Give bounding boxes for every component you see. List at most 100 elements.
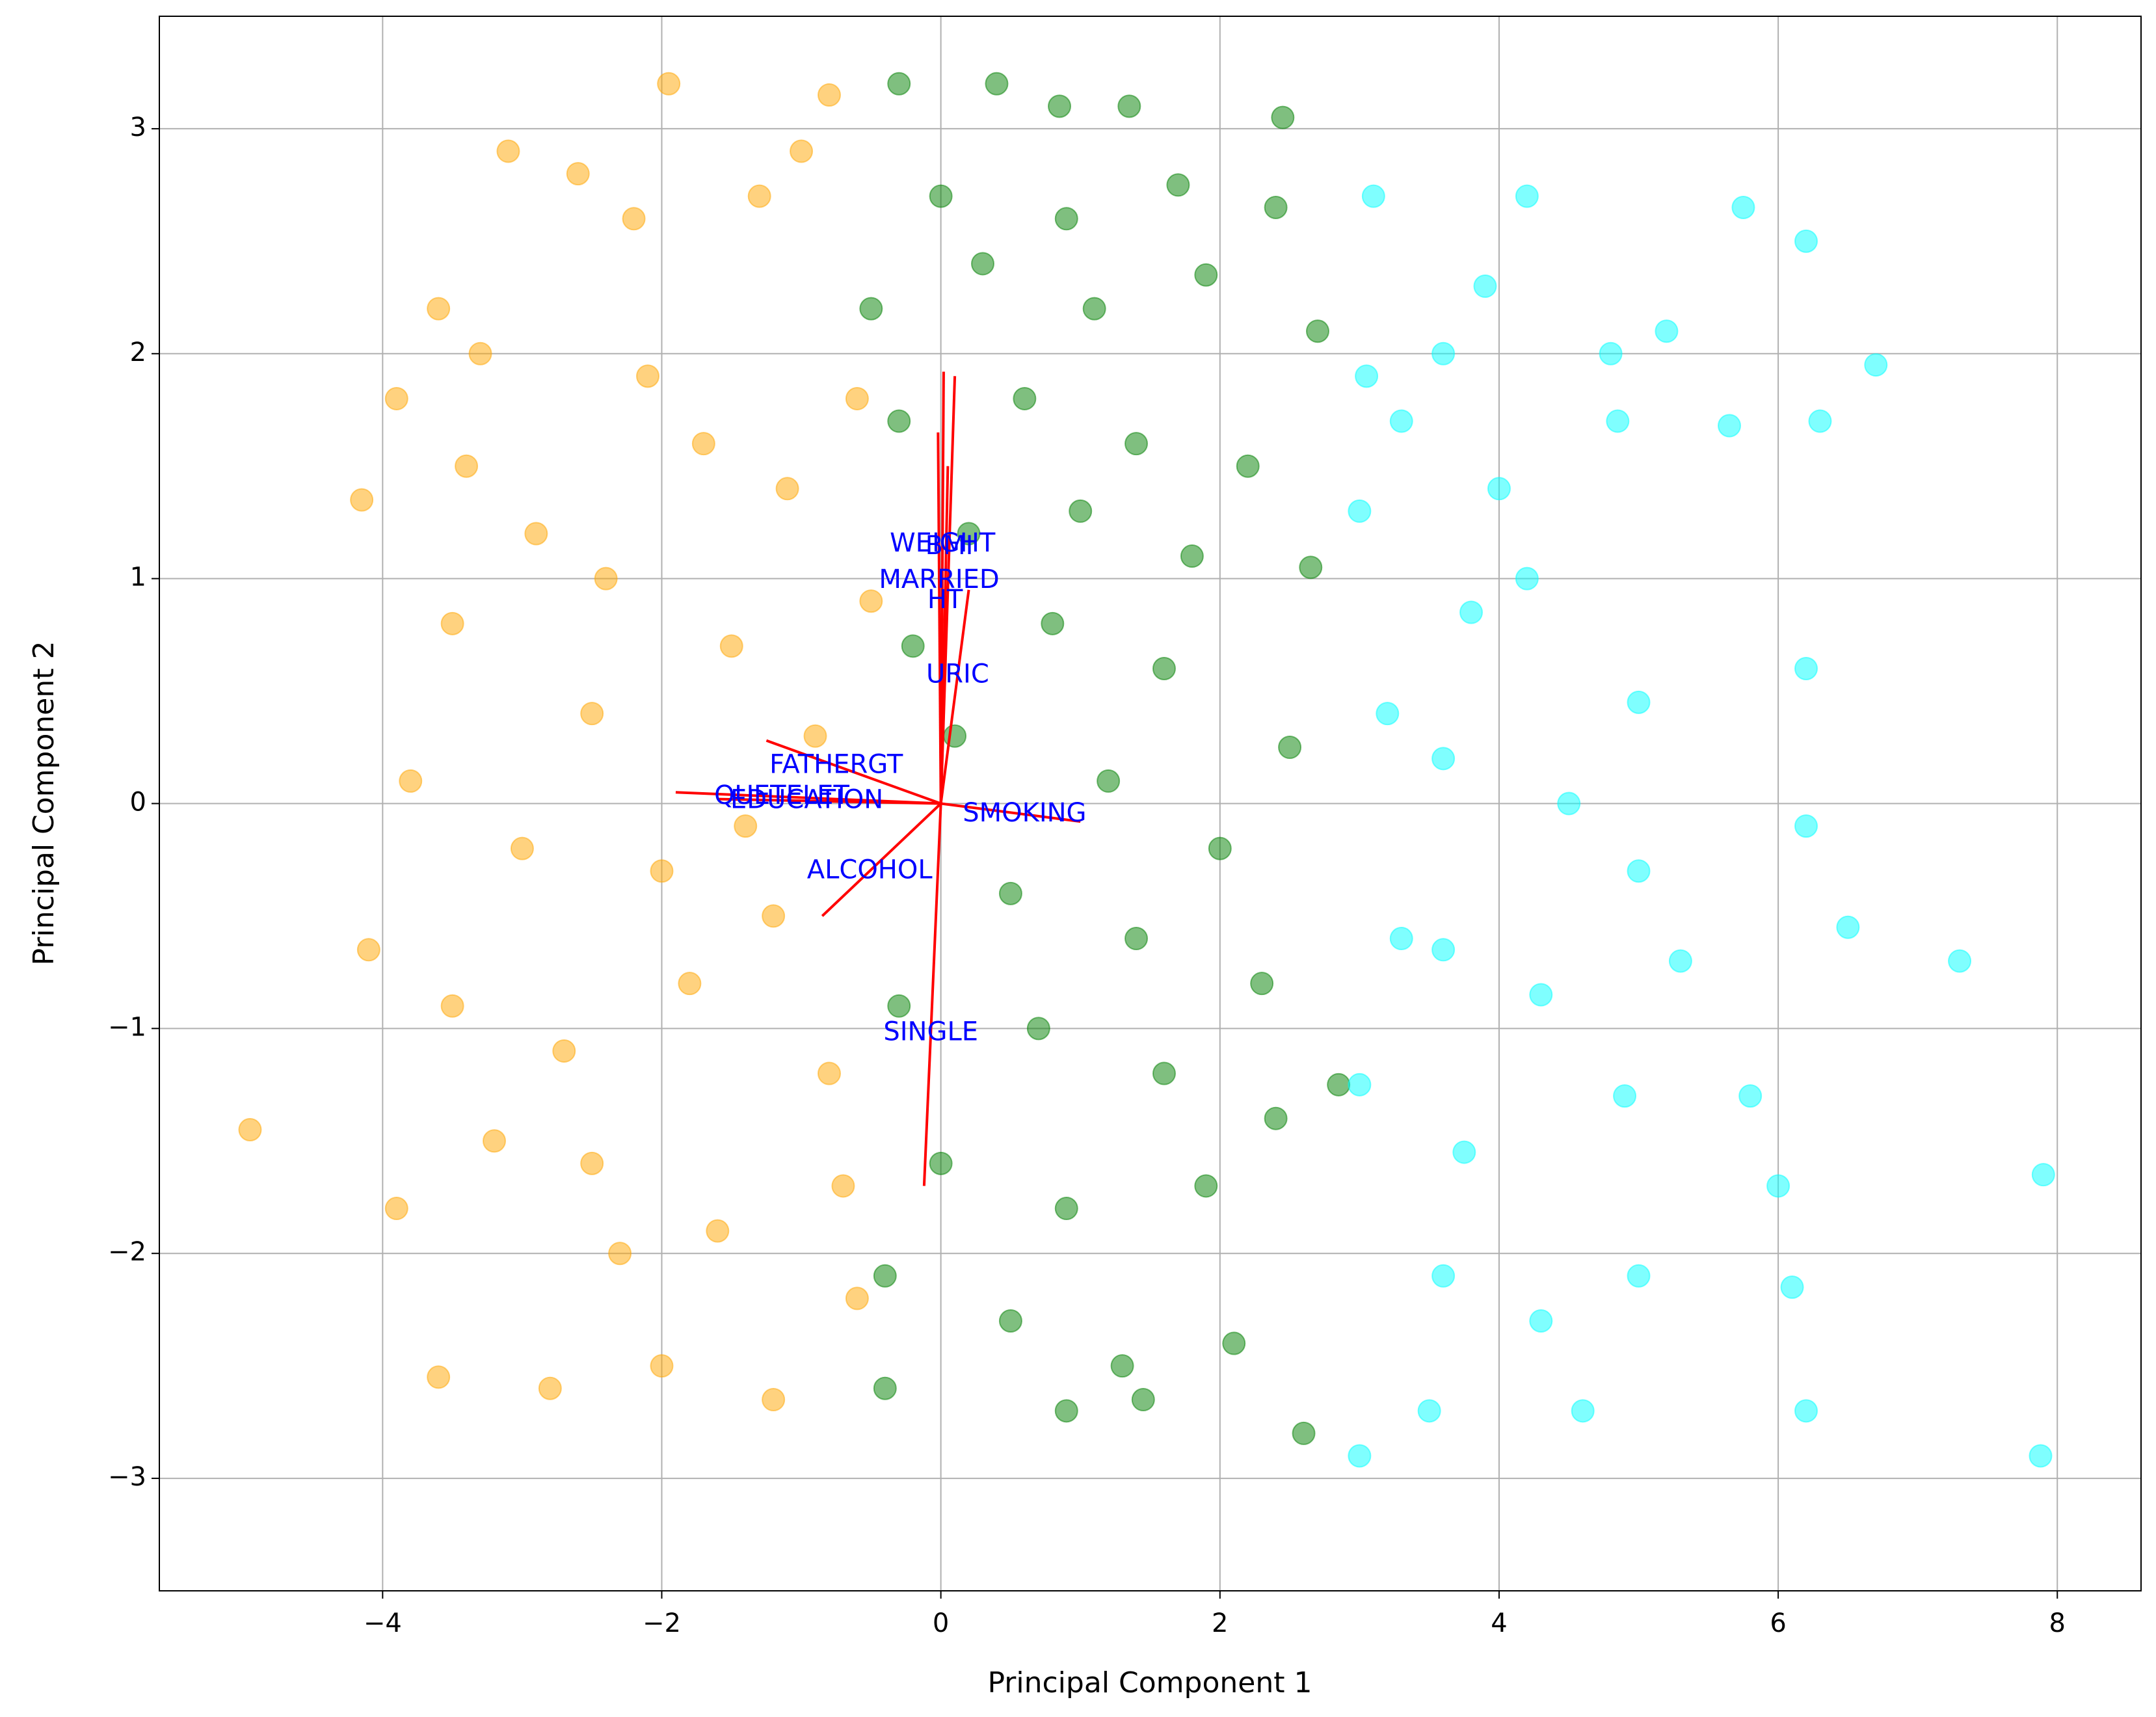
- point: [1627, 690, 1651, 714]
- point: [734, 814, 758, 838]
- x-tick-label: 2: [1212, 1608, 1228, 1638]
- point: [1717, 414, 1741, 438]
- point: [1152, 1061, 1176, 1085]
- x-tick-label: 4: [1491, 1608, 1507, 1638]
- point: [1571, 1399, 1595, 1423]
- point: [427, 297, 451, 321]
- loading-arrow: [765, 739, 942, 805]
- loading-label: MARRIED: [879, 565, 999, 594]
- point: [1117, 94, 1141, 118]
- point: [887, 994, 911, 1018]
- point: [350, 488, 374, 512]
- point: [1613, 1084, 1637, 1108]
- point: [622, 207, 646, 231]
- point: [455, 454, 479, 478]
- point: [1348, 1072, 1372, 1097]
- point: [1026, 1017, 1050, 1041]
- loading-label: HT: [927, 585, 963, 615]
- loading-label: SINGLE: [883, 1017, 978, 1046]
- point: [998, 1309, 1022, 1333]
- point: [566, 162, 590, 186]
- point: [887, 409, 911, 433]
- y-tick-label: 2: [130, 338, 146, 367]
- point: [496, 139, 520, 163]
- y-tick-label: −1: [108, 1012, 146, 1042]
- point: [1054, 1197, 1078, 1221]
- loading-label: BMI: [925, 531, 974, 561]
- point: [1194, 263, 1218, 287]
- point: [1194, 1174, 1218, 1198]
- point: [817, 83, 841, 107]
- point: [636, 364, 660, 388]
- point: [1627, 859, 1651, 883]
- point: [1948, 949, 1972, 973]
- point: [1264, 1106, 1288, 1130]
- point: [1278, 736, 1302, 760]
- point: [1125, 927, 1149, 951]
- point: [1389, 409, 1413, 433]
- point: [1627, 1264, 1651, 1288]
- point: [1431, 1264, 1456, 1288]
- x-tick-label: 6: [1770, 1608, 1786, 1638]
- loading-arrow: [922, 803, 942, 1186]
- point: [1655, 319, 1679, 343]
- point: [1355, 364, 1379, 388]
- point: [901, 634, 925, 658]
- point: [1152, 656, 1176, 680]
- point: [1013, 386, 1037, 410]
- point: [1110, 1354, 1134, 1378]
- point: [929, 184, 953, 208]
- point: [608, 1242, 632, 1266]
- point: [1305, 319, 1329, 343]
- y-tick-label: 1: [130, 563, 146, 592]
- point: [1125, 432, 1149, 456]
- point: [1348, 499, 1372, 523]
- point: [1250, 972, 1274, 996]
- point: [762, 1388, 786, 1412]
- loading-label: SMOKING: [963, 798, 1086, 828]
- point: [1515, 184, 1539, 208]
- point: [1048, 94, 1072, 118]
- point: [817, 1061, 841, 1085]
- loading-arrow: [939, 466, 950, 804]
- point: [1864, 353, 1888, 377]
- point: [384, 1197, 408, 1221]
- point: [399, 769, 423, 793]
- point: [580, 1151, 604, 1175]
- point: [1082, 297, 1106, 321]
- point: [1431, 747, 1456, 771]
- point: [440, 994, 464, 1018]
- point: [1417, 1399, 1441, 1423]
- point: [887, 72, 911, 96]
- point: [1131, 1388, 1155, 1412]
- point: [1668, 949, 1692, 973]
- point: [1431, 341, 1456, 366]
- point: [1794, 1399, 1818, 1423]
- point: [1557, 792, 1581, 816]
- point: [1327, 1072, 1351, 1097]
- point: [1808, 409, 1832, 433]
- point: [1069, 499, 1093, 523]
- point: [1348, 1444, 1372, 1468]
- point: [1180, 544, 1204, 568]
- loading-arrow: [717, 797, 941, 805]
- point: [482, 1129, 506, 1153]
- point: [1299, 555, 1323, 579]
- x-tick-label: 8: [2049, 1608, 2066, 1638]
- point: [356, 938, 380, 962]
- point: [1264, 195, 1288, 219]
- point: [1041, 611, 1065, 635]
- point: [1097, 769, 1121, 793]
- point: [678, 972, 702, 996]
- point: [790, 139, 814, 163]
- point: [552, 1039, 576, 1063]
- point: [1452, 1140, 1476, 1164]
- point: [1731, 195, 1755, 219]
- point: [1376, 702, 1400, 726]
- point: [1166, 173, 1190, 197]
- point: [1473, 274, 1497, 299]
- point: [845, 1286, 869, 1311]
- point: [859, 297, 883, 321]
